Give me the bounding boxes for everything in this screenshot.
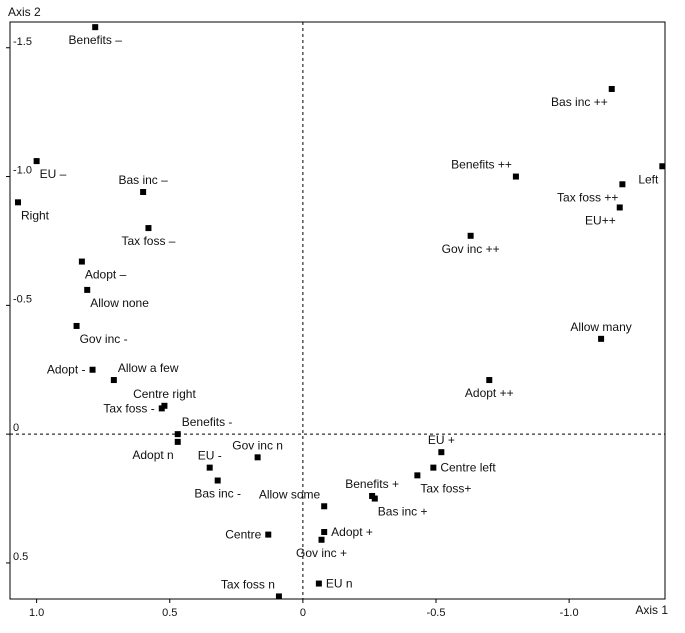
data-point-label: Benefits – — [69, 33, 123, 47]
data-point-marker — [414, 472, 421, 479]
data-point-marker — [318, 536, 325, 543]
data-point-label: EU - — [198, 449, 222, 463]
data-point-marker — [158, 405, 165, 412]
data-point-label: Centre right — [133, 387, 196, 401]
data-point-marker — [321, 529, 328, 536]
y-tick-label: -1.0 — [13, 165, 32, 177]
data-point-label: Gov inc n — [232, 438, 283, 452]
data-point-label: Bas inc + — [378, 505, 428, 519]
data-point-marker — [174, 431, 181, 438]
data-point-label: Gov inc - — [80, 332, 128, 346]
data-point-marker — [616, 204, 623, 211]
data-point-marker — [619, 181, 626, 188]
data-point-label: Tax foss+ — [420, 481, 471, 495]
data-point-label: EU n — [326, 577, 353, 591]
data-point-label: Benefits + — [345, 477, 399, 491]
data-point-label: Gov inc ++ — [442, 242, 500, 256]
data-point-label: Adopt ++ — [465, 386, 514, 400]
data-point-marker — [512, 173, 519, 180]
data-point-label: Bas inc ++ — [551, 95, 608, 109]
data-point-label: Centre left — [440, 461, 496, 475]
data-point-label: Benefits ++ — [451, 158, 512, 172]
data-point-marker — [89, 366, 96, 373]
y-axis-ticks: -1.5 -1.0 -0.5 0 0.5 — [6, 36, 32, 564]
data-point-marker — [254, 454, 261, 461]
data-point-marker — [315, 580, 322, 587]
x-axis-label: Axis 1 — [635, 603, 668, 617]
data-point-marker — [73, 322, 80, 329]
data-point-marker — [430, 464, 437, 471]
x-tick-label: 1.0 — [29, 607, 44, 619]
data-point-label: EU – — [40, 167, 67, 181]
data-point-marker — [14, 199, 21, 206]
data-point-marker — [438, 449, 445, 456]
data-point-label: EU++ — [585, 213, 616, 227]
data-point-label: Left — [638, 172, 659, 186]
data-point-marker — [84, 286, 91, 293]
data-point-label: Allow some — [259, 487, 321, 501]
data-point-label: Centre — [225, 528, 261, 542]
y-tick-label: 0 — [13, 422, 19, 434]
x-tick-label: 0 — [300, 607, 306, 619]
x-tick-label: -0.5 — [427, 607, 446, 619]
data-point-label: Gov inc + — [296, 546, 347, 560]
data-point-marker — [78, 258, 85, 265]
x-tick-label: -1.0 — [560, 607, 579, 619]
data-point-marker — [265, 531, 272, 538]
y-tick-label: -0.5 — [13, 293, 32, 305]
data-point-marker — [275, 593, 282, 600]
data-point-label: Allow many — [570, 320, 631, 334]
data-point-label: Tax foss n — [221, 577, 275, 591]
x-tick-label: 0.5 — [162, 607, 177, 619]
data-point-marker — [371, 495, 378, 502]
y-axis-label: Axis 2 — [8, 5, 41, 19]
data-point-marker — [145, 225, 152, 232]
plot-frame — [9, 21, 666, 600]
data-point-label: Bas inc – — [118, 173, 168, 187]
data-point-label: EU + — [428, 433, 455, 447]
data-point-marker — [467, 232, 474, 239]
data-point-label: Tax foss – — [121, 234, 175, 248]
data-point-marker — [110, 377, 117, 384]
data-point-label: Allow a few — [118, 361, 179, 375]
data-point-label: Adopt – — [85, 268, 127, 282]
data-point-marker — [174, 438, 181, 445]
y-tick-label: 0.5 — [13, 551, 28, 563]
data-point-marker — [321, 503, 328, 510]
data-point-label: Bas inc - — [194, 487, 241, 501]
data-point-marker — [206, 464, 213, 471]
data-point-label: Benefits - — [182, 415, 233, 429]
data-point-marker — [214, 477, 221, 484]
data-points: Benefits – Bas inc ++ EU – Benefits ++ Right… — [14, 24, 666, 600]
data-point-marker — [33, 158, 40, 165]
data-point-marker — [598, 335, 605, 342]
y-tick-label: -1.5 — [13, 36, 32, 48]
data-point-marker — [659, 163, 666, 170]
data-point-label: Allow none — [90, 296, 149, 310]
data-point-label: Tax foss ++ — [557, 190, 618, 204]
data-point-marker — [608, 85, 615, 92]
data-point-label: Tax foss - — [103, 401, 154, 415]
data-point-label: Adopt + — [331, 525, 373, 539]
data-point-marker — [486, 377, 493, 384]
data-point-marker — [140, 189, 147, 196]
data-point-label: Right — [21, 208, 50, 222]
data-point-label: Adopt - — [47, 363, 86, 377]
x-axis-ticks: 1.0 0.5 0 -0.5 -1.0 — [29, 599, 579, 619]
data-point-label: Adopt n — [132, 448, 173, 462]
data-point-marker — [92, 24, 99, 31]
